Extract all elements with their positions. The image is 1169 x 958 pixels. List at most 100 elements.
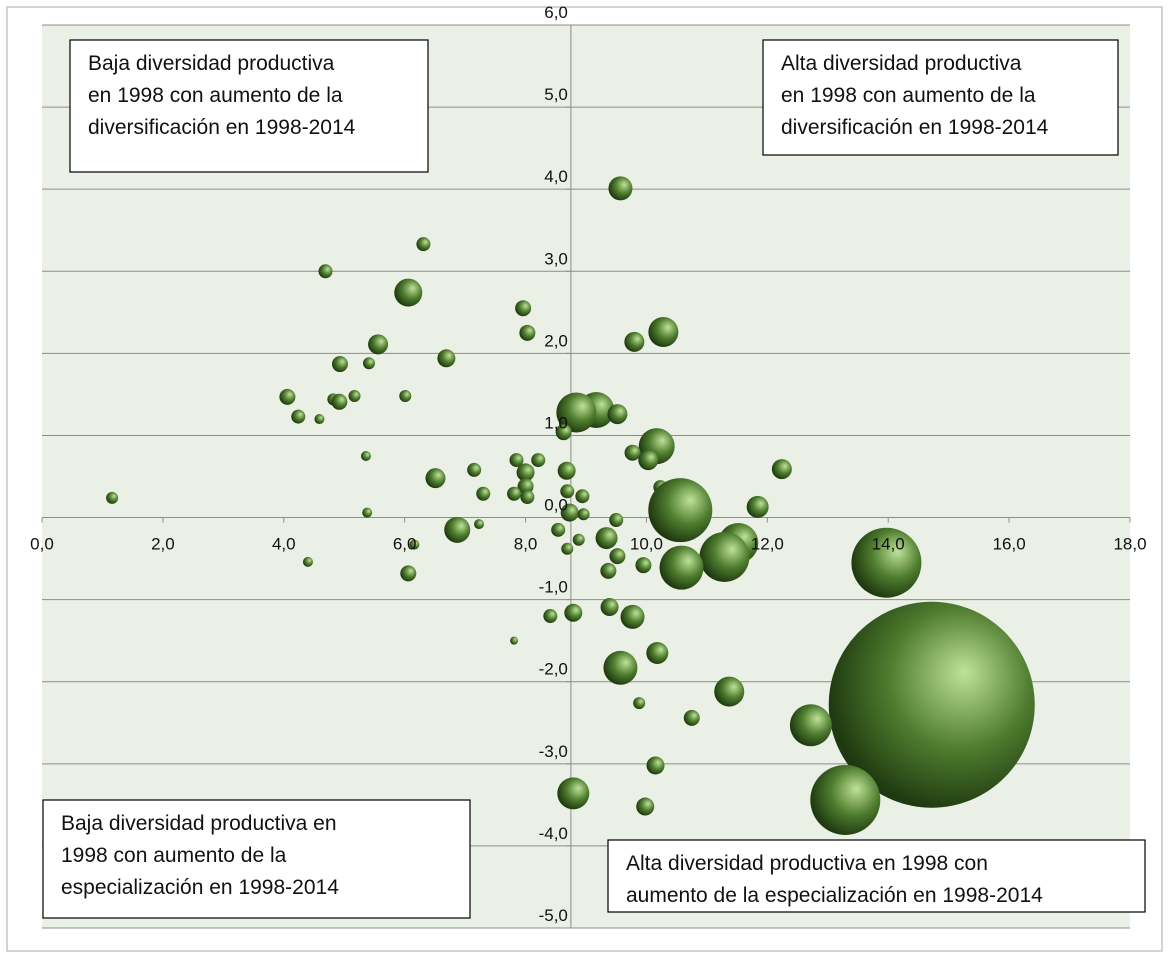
annotation-box [607, 839, 1146, 913]
bubble [789, 704, 832, 747]
bubble [517, 478, 534, 495]
bubble [564, 603, 583, 622]
bubble [531, 453, 546, 468]
bubble [561, 542, 574, 555]
x-tick-label: 14,0 [872, 535, 905, 554]
bubble [557, 777, 590, 810]
x-tick-label: 8,0 [514, 535, 538, 554]
bubble [683, 709, 700, 726]
bubble [624, 444, 641, 461]
bubble [609, 548, 626, 565]
bubble [557, 461, 576, 480]
annotation-box [762, 39, 1119, 156]
bubble [555, 424, 572, 441]
y-tick-label: -1,0 [539, 578, 568, 597]
y-tick-label: -2,0 [539, 660, 568, 679]
bubble [600, 562, 617, 579]
bubble [291, 409, 306, 424]
bubble [318, 264, 333, 279]
bubble [409, 539, 420, 550]
bubble [399, 390, 412, 403]
x-tick-label: 0,0 [30, 535, 54, 554]
bubble [331, 356, 348, 373]
x-tick-label: 16,0 [993, 535, 1026, 554]
y-tick-label: 1,0 [544, 413, 568, 432]
x-tick-label: 6,0 [393, 535, 417, 554]
bubble [368, 334, 389, 355]
bubble [560, 484, 575, 499]
bubble [510, 636, 519, 645]
bubble [607, 404, 628, 425]
y-tick-label: -4,0 [539, 824, 568, 843]
y-tick-label: 4,0 [544, 167, 568, 186]
bubble [519, 324, 536, 341]
bubble [331, 393, 348, 410]
bubble [515, 300, 532, 317]
x-tick-label: 12,0 [751, 535, 784, 554]
annotation-text: aumento de la especialización en 1998-20… [626, 884, 1043, 907]
bubble [851, 527, 922, 598]
bubble [348, 390, 361, 403]
bubble [828, 601, 1035, 808]
bubble [394, 278, 423, 307]
annotation-text: Alta diversidad productiva [781, 52, 1022, 75]
x-tick-label: 18,0 [1113, 535, 1146, 554]
bubble [595, 527, 618, 550]
bubble [556, 392, 597, 433]
annotation-text: Alta diversidad productiva en 1998 con [626, 852, 988, 875]
bubble [575, 489, 590, 504]
annotation-text: 1998 con aumento de la [61, 844, 287, 867]
bubble [714, 676, 745, 707]
annotation-box [42, 799, 471, 919]
y-tick-label: 6,0 [544, 3, 568, 22]
y-tick-label: -5,0 [539, 906, 568, 925]
bubble [509, 453, 524, 468]
bubble [425, 468, 446, 489]
bubble [603, 650, 638, 685]
x-tick-label: 2,0 [151, 535, 175, 554]
bubble [638, 450, 659, 471]
annotation-text: Baja diversidad productiva [88, 52, 335, 75]
bubble [516, 463, 535, 482]
bubble [551, 522, 566, 537]
bubble [646, 756, 665, 775]
annotation-box [69, 39, 429, 173]
bubble [279, 388, 296, 405]
bubble [314, 414, 325, 425]
bubble [771, 459, 792, 480]
annotation-text: Baja diversidad productiva en [61, 812, 337, 835]
bubble [543, 609, 558, 624]
annotation-text: en 1998 con aumento de la [781, 84, 1036, 107]
bubble [648, 317, 679, 348]
y-tick-label: 3,0 [544, 249, 568, 268]
bubble [467, 462, 482, 477]
y-tick-label: 0,0 [544, 496, 568, 515]
x-tick-label: 4,0 [272, 535, 296, 554]
bubble [560, 503, 579, 522]
x-tick-label: 10,0 [630, 535, 663, 554]
bubble [572, 533, 585, 546]
bubble [444, 516, 471, 543]
bubble [476, 486, 491, 501]
annotation-text: en 1998 con aumento de la [88, 84, 343, 107]
bubble [635, 557, 652, 574]
bubble [659, 545, 704, 590]
bubble [810, 764, 881, 835]
bubble [609, 513, 624, 528]
bubble [648, 478, 713, 543]
y-tick-label: 5,0 [544, 85, 568, 104]
bubble [437, 349, 456, 368]
bubble [362, 507, 373, 518]
bubble [636, 797, 655, 816]
bubble [600, 598, 619, 617]
bubble [646, 641, 669, 664]
bubble [577, 508, 590, 521]
annotation-text: especialización en 1998-2014 [61, 876, 339, 899]
bubble [608, 176, 633, 201]
bubble [699, 531, 750, 582]
bubble [633, 697, 646, 710]
bubble [416, 237, 431, 252]
annotation-text: diversificación en 1998-2014 [781, 116, 1049, 139]
bubble [507, 486, 522, 501]
